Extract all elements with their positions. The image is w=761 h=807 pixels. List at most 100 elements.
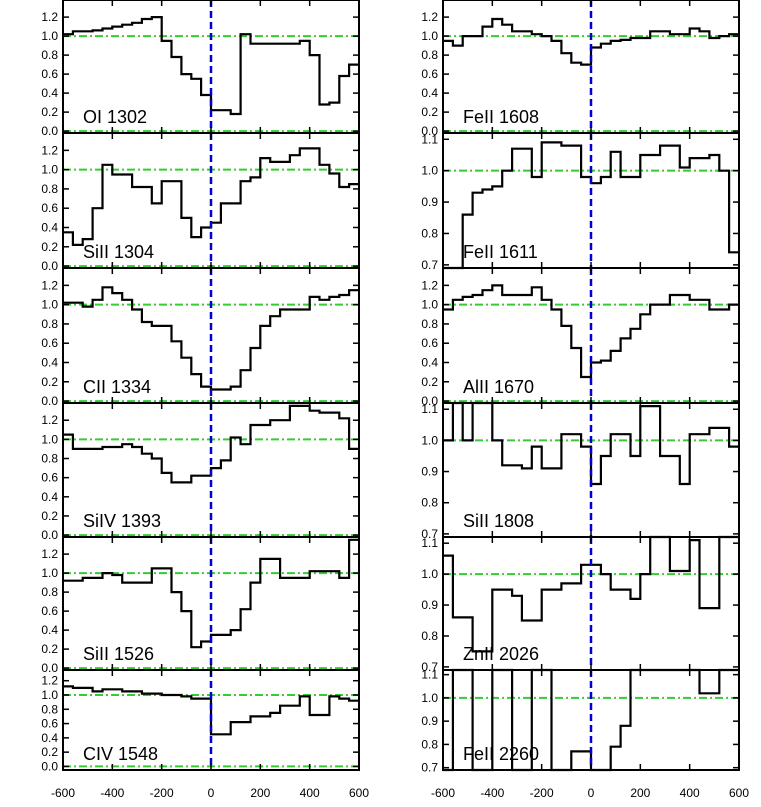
panel-label: SiII 1808 bbox=[463, 511, 534, 531]
y-tick-label: 0.7 bbox=[421, 761, 438, 775]
y-tick-label: 1.2 bbox=[41, 674, 58, 688]
spectrum-line bbox=[63, 286, 359, 391]
y-tick-label: 0.8 bbox=[41, 702, 58, 716]
y-tick-label: 0.4 bbox=[421, 356, 438, 370]
y-tick-label: 0.6 bbox=[41, 471, 58, 485]
y-tick-label: 0.6 bbox=[41, 201, 58, 215]
y-tick-label: 1.1 bbox=[421, 668, 438, 682]
y-tick-label: 0.0 bbox=[41, 661, 58, 675]
y-tick-label: 1.0 bbox=[41, 298, 58, 312]
y-tick-label: 0.2 bbox=[41, 105, 58, 119]
x-tick-label: -600 bbox=[431, 786, 455, 800]
spectrum-line bbox=[443, 17, 739, 66]
y-tick-label: 1.0 bbox=[421, 691, 438, 705]
x-tick-label: 400 bbox=[680, 786, 700, 800]
panel-civ-1548: 0.00.20.40.60.81.01.2 CIV 1548 bbox=[41, 669, 360, 773]
x-axis: -600 -400 -200 0 200 400 600 -600 -400 -200 0 200 40… bbox=[51, 786, 749, 800]
panel-label: SiII 1526 bbox=[83, 644, 154, 664]
y-tick-label: 1.0 bbox=[421, 433, 438, 447]
y-tick-label: 0.0 bbox=[41, 259, 58, 273]
y-tick-label: 0.0 bbox=[421, 394, 438, 408]
y-tick-label: 0.4 bbox=[41, 221, 58, 235]
y-tick-label: 0.0 bbox=[41, 124, 58, 138]
x-tick-label: 0 bbox=[208, 786, 215, 800]
x-tick-label: -400 bbox=[480, 786, 504, 800]
y-tick-label: 1.0 bbox=[421, 298, 438, 312]
panel-siii-1526: 0.0 0.2 0.4 0.6 0.8 1.0 1.2 SiII 1526 bbox=[41, 536, 360, 675]
spectrum-line bbox=[443, 401, 739, 486]
y-tick-label: 0.8 bbox=[421, 496, 438, 510]
y-tick-label: 0.8 bbox=[41, 182, 58, 196]
y-tick-label: 0.8 bbox=[41, 48, 58, 62]
y-tick-label: 1.0 bbox=[41, 29, 58, 43]
panel-label: FeII 1611 bbox=[463, 242, 538, 262]
y-tick-label: 1.2 bbox=[41, 547, 58, 561]
y-tick-label: 0.0 bbox=[41, 394, 58, 408]
spectrum-line bbox=[63, 147, 359, 246]
y-tick-label: 1.2 bbox=[421, 278, 438, 292]
spectrum-line bbox=[443, 535, 739, 653]
y-tick-label: 0.6 bbox=[41, 717, 58, 731]
y-tick-label: 0.7 bbox=[421, 527, 438, 541]
x-tick-label: -200 bbox=[150, 786, 174, 800]
panel-label: SiIV 1393 bbox=[83, 511, 161, 531]
y-tick-label: 0.2 bbox=[421, 375, 438, 389]
y-tick-label: 0.9 bbox=[421, 465, 438, 479]
y-tick-label: 1.2 bbox=[421, 10, 438, 24]
y-tick-label: 1.0 bbox=[421, 164, 438, 178]
panel-label: FeII 2260 bbox=[463, 744, 539, 764]
y-tick-label: 1.1 bbox=[421, 402, 438, 416]
y-tick-label: 0.6 bbox=[421, 336, 438, 350]
panel-feii-1608: 0.0 0.2 0.4 0.6 0.8 1.0 1.2 FeII 1608 bbox=[421, 0, 740, 138]
y-tick-label: 0.2 bbox=[41, 240, 58, 254]
y-tick-label: 0.4 bbox=[41, 623, 58, 637]
y-tick-label: 1.0 bbox=[41, 566, 58, 580]
panel-label: ZnII 2026 bbox=[463, 644, 539, 664]
y-tick-label: 0.9 bbox=[421, 598, 438, 612]
y-tick-label: 1.1 bbox=[421, 536, 438, 550]
x-tick-label: 400 bbox=[300, 786, 320, 800]
x-tick-label: 200 bbox=[250, 786, 270, 800]
panel-label: FeII 1608 bbox=[463, 107, 539, 127]
x-tick-label: -400 bbox=[100, 786, 124, 800]
panel-label: CII 1334 bbox=[83, 377, 151, 397]
panel-label: CIV 1548 bbox=[83, 744, 158, 764]
y-tick-label: 0.4 bbox=[41, 731, 58, 745]
panel-siiv-1393: 0.0 0.2 0.4 0.6 0.8 1.0 1.2 SiIV 1393 bbox=[41, 402, 360, 542]
y-tick-label: 1.1 bbox=[421, 132, 438, 146]
y-tick-label: 0.8 bbox=[41, 317, 58, 331]
y-tick-label: 0.6 bbox=[421, 67, 438, 81]
y-tick-label: 1.2 bbox=[41, 143, 58, 157]
y-tick-label: 1.2 bbox=[41, 413, 58, 427]
y-tick-label: 0.8 bbox=[41, 585, 58, 599]
y-tick-label: 0.8 bbox=[421, 737, 438, 751]
y-tick-label: 0.8 bbox=[421, 317, 438, 331]
panel-cii-1334: 0.0 0.2 0.4 0.6 0.8 1.0 1.2 CII 1334 bbox=[41, 267, 360, 408]
y-tick-label: 0.2 bbox=[41, 509, 58, 523]
x-tick-label: 200 bbox=[630, 786, 650, 800]
y-tick-label: 0.8 bbox=[421, 629, 438, 643]
panel-feii-2260: 0.7 0.8 0.9 1.0 1.1 FeII 2260 bbox=[421, 668, 740, 775]
spectrum-line bbox=[443, 284, 739, 379]
y-tick-label: 1.2 bbox=[41, 10, 58, 24]
y-tick-label: 0.9 bbox=[421, 195, 438, 209]
y-tick-label: 0.8 bbox=[421, 48, 438, 62]
spectrum-line bbox=[63, 16, 359, 116]
y-tick-label: 1.0 bbox=[421, 567, 438, 581]
panel-siii-1808: 0.7 0.8 0.9 1.0 1.1 SiII 1808 bbox=[421, 401, 740, 541]
y-tick-label: 0.4 bbox=[41, 86, 58, 100]
y-tick-label: 0.7 bbox=[421, 660, 438, 674]
y-tick-label: 1.0 bbox=[421, 29, 438, 43]
y-tick-label: 1.0 bbox=[41, 432, 58, 446]
y-tick-label: 1.0 bbox=[41, 163, 58, 177]
y-tick-label: 0.4 bbox=[41, 356, 58, 370]
y-tick-label: 0.6 bbox=[41, 604, 58, 618]
y-tick-label: 0.4 bbox=[41, 490, 58, 504]
y-tick-label: 0.0 bbox=[421, 124, 438, 138]
panel-alii-1670: 0.0 0.2 0.4 0.6 0.8 1.0 1.2 AlII 1670 bbox=[421, 267, 740, 408]
y-tick-label: 0.8 bbox=[421, 226, 438, 240]
x-tick-label: -200 bbox=[530, 786, 554, 800]
y-tick-label: 0.2 bbox=[41, 745, 58, 759]
panel-oi-1302: 0.0 0.2 0.4 0.6 0.8 1.0 1.2 OI 1302 bbox=[41, 0, 360, 138]
